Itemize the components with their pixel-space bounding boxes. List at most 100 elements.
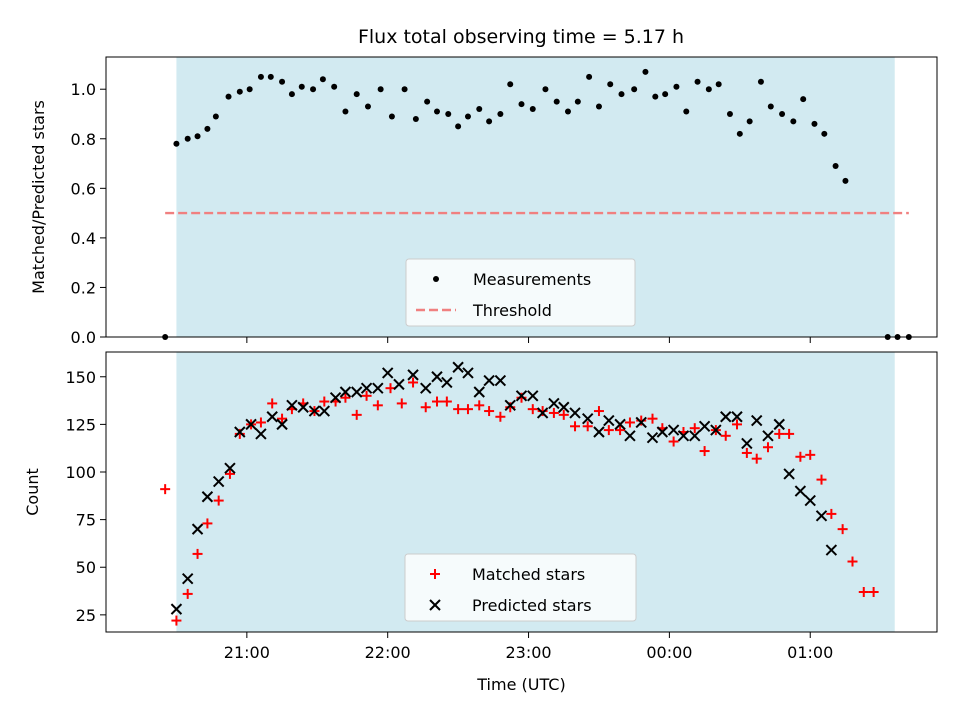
measurement-point [779, 110, 786, 117]
y-tick-label: 150 [65, 368, 96, 387]
predicted-star-point [624, 430, 636, 442]
measurement-point [464, 113, 471, 120]
predicted-star-point [329, 392, 342, 404]
measurement-point [279, 78, 286, 85]
measurement-point [288, 91, 295, 98]
measurement-point [736, 130, 743, 137]
predicted-star-point [614, 418, 626, 431]
y-tick-label: 0.0 [71, 328, 96, 347]
y-tick-label: 0.6 [71, 179, 96, 198]
measurement-point [445, 110, 452, 117]
measurement-point [310, 86, 317, 93]
matched-star-point [213, 495, 224, 506]
x-tick-label: 22:00 [365, 643, 411, 662]
y-tick-label: 0.2 [71, 278, 96, 297]
measurement-point [618, 91, 625, 98]
measurement-point [377, 86, 384, 93]
matched-star-point [474, 400, 485, 411]
matched-star-point [558, 409, 569, 420]
y-tick-label: 0.8 [71, 130, 96, 149]
matched-star-point [527, 404, 538, 415]
measurement-point [184, 135, 191, 142]
matched-star-point [516, 392, 527, 403]
count-y-axis-label: Count [23, 468, 42, 516]
matched-star-point [267, 398, 278, 409]
matched-star-point [624, 417, 635, 428]
predicted-star-point [308, 405, 321, 417]
measurement-point [726, 110, 733, 117]
measurement-point [673, 83, 680, 90]
measurement-point [412, 115, 419, 122]
predicted-star-point [825, 544, 838, 556]
predicted-star-point [407, 369, 419, 381]
legend-label: Predicted stars [472, 596, 592, 615]
predicted-star-point [360, 382, 373, 394]
predicted-star-point [473, 386, 485, 398]
matched-star-point [603, 425, 614, 436]
measurement-point [424, 98, 431, 105]
matched-star-point [202, 518, 213, 529]
predicted-star-point [558, 401, 570, 413]
matched-star-point [505, 402, 516, 413]
measurement-point [246, 86, 253, 93]
predicted-star-point [494, 374, 507, 387]
measurement-point [173, 140, 180, 147]
predicted-star-point [689, 430, 701, 442]
matched-star-point [647, 413, 658, 424]
predicted-star-point [773, 418, 785, 431]
x-tick-label: 00:00 [646, 643, 692, 662]
predicted-star-point [603, 414, 615, 427]
measurement-point [353, 91, 360, 98]
matched-star-point [805, 449, 816, 460]
matched-star-point [160, 484, 171, 495]
measurement-point [705, 86, 712, 93]
predicted-star-point [569, 407, 581, 419]
matched-star-point [816, 474, 827, 485]
matched-star-point [784, 428, 795, 439]
legend-marker [430, 569, 440, 579]
measurement-point [194, 133, 201, 140]
predicted-star-point [741, 437, 753, 450]
predicted-star-point [581, 412, 594, 425]
predicted-star-point [656, 426, 669, 438]
predicted-star-point [667, 424, 680, 436]
matched-star-point [351, 409, 362, 420]
measurement-point [790, 118, 797, 125]
matched-star-point [699, 446, 710, 457]
predicted-star-point [224, 462, 236, 474]
predicted-star-point [431, 371, 443, 383]
y-tick-label: 1.0 [71, 80, 96, 99]
matched-star-point [431, 396, 442, 407]
predicted-star-point [201, 491, 214, 503]
legend-box [404, 553, 637, 622]
x-axis-label: Time (UTC) [476, 675, 565, 694]
matched-star-point [570, 421, 581, 432]
matched-star-point [319, 396, 330, 407]
predicted-star-point [393, 378, 405, 391]
predicted-star-point [234, 426, 246, 438]
predicted-star-point [710, 424, 722, 436]
measurement-point [518, 101, 525, 108]
matched-star-point [826, 508, 837, 519]
count-panel: 25 50 75 100 125 150 21:00 22:00 23:00 00:00 01:0… [23, 351, 938, 694]
measurement-point [607, 81, 614, 88]
measurement-point [364, 103, 371, 110]
matched-star-point [372, 400, 383, 411]
measurement-point [236, 88, 243, 95]
measurement-point [542, 86, 549, 93]
measurement-point [564, 108, 571, 115]
measurement-point [267, 73, 274, 80]
x-tick-label: 23:00 [505, 643, 551, 662]
predicted-star-point [515, 390, 528, 402]
predicted-star-point [191, 523, 204, 535]
predicted-star-point [677, 430, 690, 442]
measurement-point [319, 76, 326, 83]
predicted-star-point [548, 397, 560, 410]
predicted-star-point [452, 361, 464, 373]
legend-label: Matched stars [472, 565, 585, 584]
predicted-star-point [351, 386, 363, 398]
predicted-star-point [372, 382, 384, 394]
y-tick-label: 75 [76, 511, 96, 530]
measurement-point [507, 81, 514, 88]
measurement-point [574, 98, 581, 105]
